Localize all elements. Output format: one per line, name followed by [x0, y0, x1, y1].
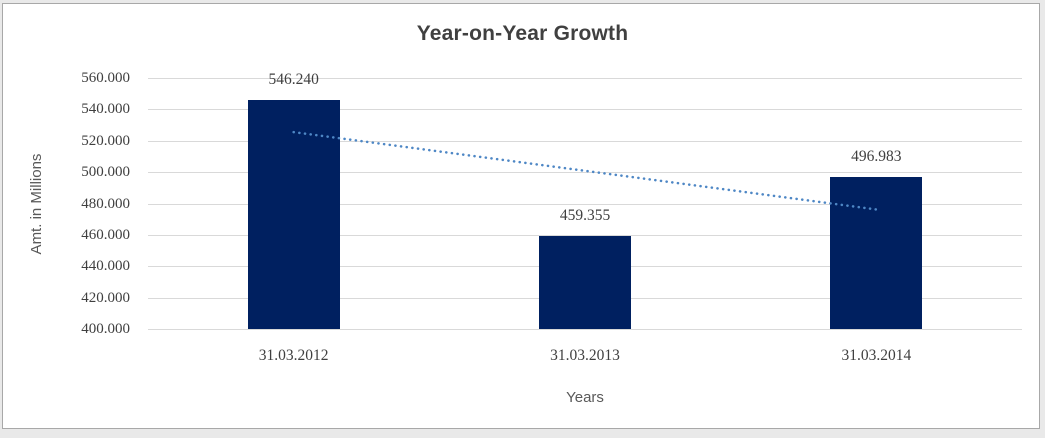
x-axis-title: Years	[566, 389, 604, 406]
bar-31.03.2012[interactable]	[247, 99, 340, 329]
x-axis-tick-label: 31.03.2012	[258, 347, 329, 364]
y-axis-tick-label: 560.000	[81, 70, 130, 86]
y-axis-tick-label: 540.000	[81, 101, 130, 118]
y-axis-tick-label: 520.000	[81, 132, 130, 149]
gridline	[148, 329, 1022, 330]
chart-title: Year-on-Year Growth	[416, 22, 629, 45]
bar-data-label: 546.240	[268, 70, 319, 88]
x-axis-tick-label: 31.03.2014	[841, 347, 912, 364]
y-axis-tick-label: 500.000	[81, 164, 130, 181]
bar-data-label: 496.983	[851, 147, 902, 165]
gridline	[148, 234, 1022, 236]
gridline	[148, 78, 1022, 79]
gridline	[148, 109, 1022, 111]
bar-31.03.2013[interactable]	[539, 235, 631, 329]
y-axis-tick-label: 420.000	[81, 289, 130, 306]
y-axis-tick-label: 440.000	[81, 258, 130, 275]
bar-31.03.2014[interactable]	[830, 176, 923, 329]
y-axis-tick-label: 400.000	[81, 321, 130, 337]
bar-data-label: 459.355	[559, 206, 611, 224]
y-axis-tick-label: 480.000	[81, 195, 130, 212]
x-axis-tick-label: 31.03.2013	[550, 347, 620, 364]
y-axis-tick-label: 460.000	[81, 226, 130, 243]
